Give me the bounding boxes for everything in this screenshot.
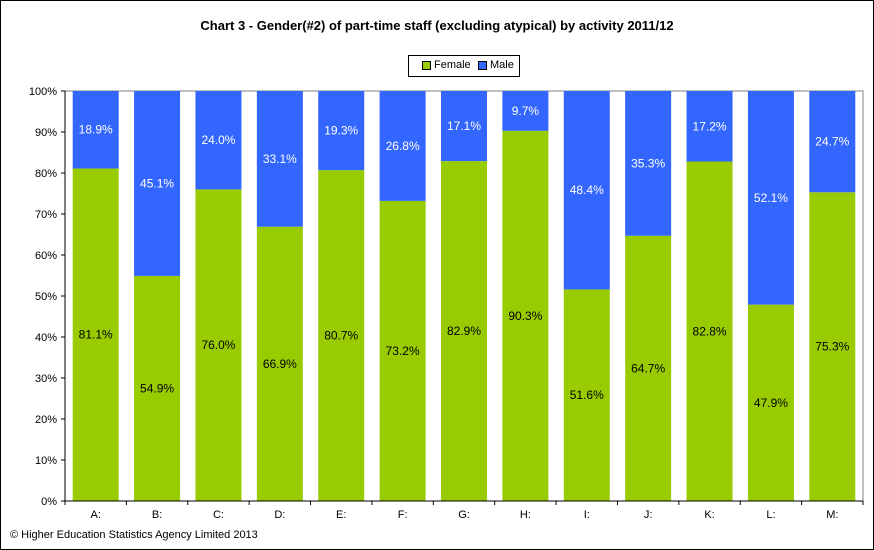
legend: Female Male xyxy=(408,55,520,77)
y-tick-label: 40% xyxy=(35,332,57,344)
x-tick-label: J: xyxy=(644,509,653,521)
data-label-male: 45.1% xyxy=(140,176,174,190)
legend-swatch-female xyxy=(422,60,431,70)
x-tick-label: C: xyxy=(213,509,224,521)
data-label-male: 24.0% xyxy=(201,133,235,147)
data-label-male: 52.1% xyxy=(754,191,788,205)
legend-label-female: Female xyxy=(434,59,471,71)
data-label-male: 17.2% xyxy=(693,119,727,133)
y-tick-label: 20% xyxy=(35,414,57,426)
data-label-male: 9.7% xyxy=(512,104,540,118)
data-label-male: 18.9% xyxy=(79,123,113,137)
data-label-female: 75.3% xyxy=(815,340,849,354)
bar-male xyxy=(686,91,733,162)
bar-male xyxy=(379,91,426,201)
data-label-male: 35.3% xyxy=(631,156,665,170)
bar-female xyxy=(318,170,365,501)
bar-male xyxy=(256,91,303,227)
data-label-female: 51.6% xyxy=(570,388,604,402)
y-tick-label: 80% xyxy=(35,168,57,180)
y-tick-label: 50% xyxy=(35,291,57,303)
data-label-female: 80.7% xyxy=(324,329,358,343)
data-label-female: 81.1% xyxy=(79,328,113,342)
x-tick-label: D: xyxy=(274,509,285,521)
bar-male xyxy=(134,91,181,276)
x-tick-label: G: xyxy=(458,509,470,521)
bar-female xyxy=(625,235,672,502)
data-label-female: 82.9% xyxy=(447,324,481,338)
data-label-male: 33.1% xyxy=(263,152,297,166)
data-label-female: 66.9% xyxy=(263,357,297,371)
y-tick-label: 30% xyxy=(35,373,57,385)
bar-female xyxy=(563,289,610,501)
data-label-female: 64.7% xyxy=(631,361,665,375)
bar-female xyxy=(379,200,426,501)
data-label-female: 73.2% xyxy=(386,344,420,358)
x-tick-label: I: xyxy=(584,509,590,521)
bar-male xyxy=(625,91,672,236)
bar-female xyxy=(195,189,242,501)
data-label-female: 76.0% xyxy=(201,338,235,352)
x-tick-label: H: xyxy=(520,509,531,521)
bar-female xyxy=(441,161,487,502)
legend-swatch-male xyxy=(478,60,487,70)
bar-male xyxy=(809,91,856,193)
bar-male xyxy=(195,91,242,190)
y-tick-label: 10% xyxy=(35,455,57,467)
data-label-female: 54.9% xyxy=(140,381,174,395)
bar-female xyxy=(686,161,733,501)
bar-male xyxy=(318,91,365,171)
bar-female xyxy=(256,226,303,501)
x-tick-label: L: xyxy=(766,509,775,521)
x-tick-label: K: xyxy=(704,509,714,521)
data-label-male: 26.8% xyxy=(386,139,420,153)
bar-female xyxy=(747,304,794,501)
data-label-male: 19.3% xyxy=(324,124,358,138)
bar-female xyxy=(134,275,181,501)
y-tick-label: 70% xyxy=(35,209,57,221)
data-label-female: 47.9% xyxy=(754,396,788,410)
bar-female xyxy=(809,192,856,501)
x-tick-label: E: xyxy=(336,509,346,521)
bar-female xyxy=(72,168,119,502)
y-tick-label: 0% xyxy=(41,496,57,508)
y-tick-label: 90% xyxy=(35,127,57,139)
chart-title: Chart 3 - Gender(#2) of part-time staff … xyxy=(200,18,674,33)
bar-female xyxy=(502,130,549,501)
x-tick-label: A: xyxy=(90,509,100,521)
data-label-male: 24.7% xyxy=(815,135,849,149)
data-label-female: 82.8% xyxy=(693,324,727,338)
x-tick-label: M: xyxy=(826,509,838,521)
data-label-female: 90.3% xyxy=(508,309,542,323)
x-tick-label: B: xyxy=(152,509,162,521)
legend-item-female: Female xyxy=(422,59,471,71)
bar-male xyxy=(747,91,794,305)
data-label-male: 17.1% xyxy=(447,119,481,133)
legend-label-male: Male xyxy=(490,59,514,71)
y-tick-label: 60% xyxy=(35,250,57,262)
bar-male xyxy=(441,91,487,162)
y-tick-label: 100% xyxy=(29,86,57,98)
data-label-male: 48.4% xyxy=(570,183,604,197)
copyright-notice: © Higher Education Statistics Agency Lim… xyxy=(10,529,258,541)
bar-male xyxy=(72,91,119,169)
bar-male xyxy=(502,91,549,131)
legend-item-male: Male xyxy=(478,59,514,71)
bar-male xyxy=(563,91,610,290)
x-tick-label: F: xyxy=(398,509,408,521)
